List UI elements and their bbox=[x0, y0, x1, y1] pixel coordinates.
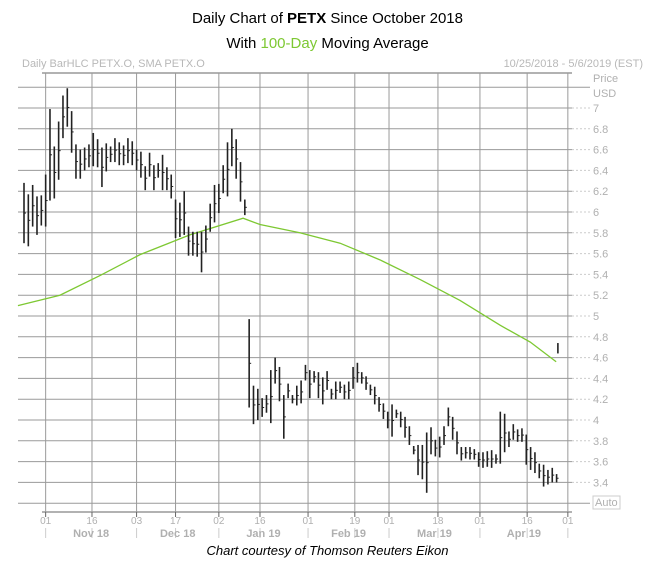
x-tick-label: 16 bbox=[522, 516, 534, 527]
y-tick-label: 6 bbox=[593, 207, 599, 219]
x-tick-label: 16 bbox=[86, 516, 98, 527]
currency-label: USD bbox=[593, 88, 616, 100]
x-tick-label: 19 bbox=[349, 516, 361, 527]
x-tick-label: 01 bbox=[474, 516, 486, 527]
ma-period: 100-Day bbox=[260, 35, 318, 52]
x-tick-label: 03 bbox=[131, 516, 143, 527]
month-label: Dec 18 bbox=[160, 528, 195, 540]
y-tick-label: 5.8 bbox=[593, 228, 608, 240]
series-legend: Daily BarHLC PETX.O, SMA PETX.O bbox=[22, 58, 205, 70]
y-tick-label: 3.8 bbox=[593, 436, 608, 448]
month-label: Mar 19 bbox=[417, 528, 452, 540]
chart-title-line2: With 100-Day Moving Average bbox=[0, 35, 655, 52]
chart-caption: Chart courtesy of Thomson Reuters Eikon bbox=[206, 543, 449, 558]
y-tick-label: 4.2 bbox=[593, 394, 608, 406]
date-range: 10/25/2018 - 5/6/2019 (EST) bbox=[503, 58, 643, 70]
y-tick-label: 6.8 bbox=[593, 124, 608, 136]
y-tick-label: 4.8 bbox=[593, 332, 608, 344]
title-text: Moving Average bbox=[317, 35, 429, 52]
month-label: Apr 19 bbox=[507, 528, 541, 540]
y-tick-label: 3.6 bbox=[593, 457, 608, 469]
title-text: Daily Chart of bbox=[192, 10, 288, 27]
y-tick-label: 7 bbox=[593, 103, 599, 115]
y-tick-label: 5.6 bbox=[593, 249, 608, 261]
x-tick-label: 01 bbox=[40, 516, 52, 527]
chart-title-line1: Daily Chart of PETX Since October 2018 bbox=[0, 10, 655, 27]
sma-line bbox=[17, 217, 557, 363]
auto-scale-button bbox=[592, 495, 621, 510]
month-label: Feb 19 bbox=[331, 528, 366, 540]
y-tick-label: 4.6 bbox=[593, 353, 608, 365]
y-tick-label: 6.4 bbox=[593, 165, 608, 177]
x-tick-label: 01 bbox=[562, 516, 574, 527]
x-tick-label: 01 bbox=[302, 516, 314, 527]
x-tick-label: 17 bbox=[170, 516, 182, 527]
y-tick-label: 5.4 bbox=[593, 269, 608, 281]
price-label: Price bbox=[593, 73, 618, 85]
y-tick-label: 6.2 bbox=[593, 186, 608, 198]
y-tick-label: 5.2 bbox=[593, 290, 608, 302]
ticker: PETX bbox=[287, 10, 327, 27]
y-tick-label: 5 bbox=[593, 311, 599, 323]
x-tick-label: 16 bbox=[254, 516, 266, 527]
y-tick-label: 4.4 bbox=[593, 373, 608, 385]
y-tick-label: 4 bbox=[593, 415, 599, 427]
x-tick-label: 18 bbox=[432, 516, 444, 527]
y-tick-label: 3.4 bbox=[593, 477, 608, 489]
x-tick-label: 02 bbox=[213, 516, 225, 527]
y-tick-label: 6.6 bbox=[593, 145, 608, 157]
month-label: Jan 19 bbox=[246, 528, 280, 540]
title-text: With bbox=[226, 35, 261, 52]
x-tick-label: 01 bbox=[383, 516, 395, 527]
title-text: Since October 2018 bbox=[326, 10, 463, 27]
auto-scale-label: Auto bbox=[595, 497, 618, 509]
month-label: Nov 18 bbox=[73, 528, 109, 540]
